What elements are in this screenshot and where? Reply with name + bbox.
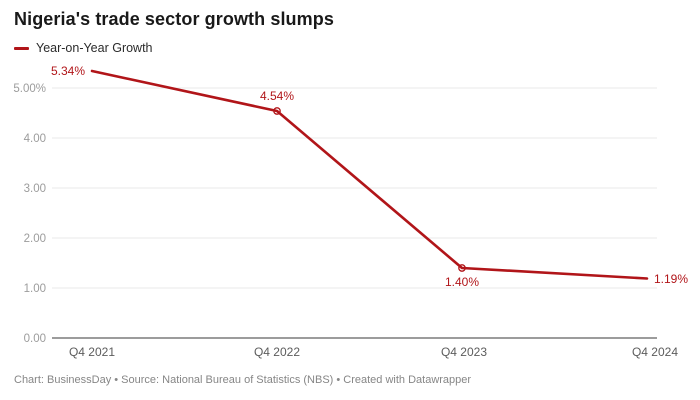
data-point-label: 1.19% [654,272,688,286]
y-axis-tick-label: 4.00 [24,133,46,145]
y-axis-tick-label: 5.00% [13,83,46,95]
y-axis-tick-label: 3.00 [24,183,46,195]
x-axis-tick-label: Q4 2024 [632,345,678,359]
data-point-label: 5.34% [51,64,85,78]
x-axis-tick-label: Q4 2022 [254,345,300,359]
legend-label: Year-on-Year Growth [36,41,153,55]
x-axis-tick-label: Q4 2021 [69,345,115,359]
chart-title: Nigeria's trade sector growth slumps [14,9,334,29]
attribution-footer: Chart: BusinessDay • Source: National Bu… [14,374,472,386]
legend-line-swatch [14,46,29,50]
growth-line-series [90,69,649,280]
x-axis-tick-label: Q4 2023 [441,345,487,359]
line-chart-plot: 0.00 1.00 2.00 3.00 4.00 5.00% Q4 2021 Q4 2022 Q… [13,64,688,359]
y-axis-tick-label: 1.00 [24,283,46,295]
y-axis-tick-label: 2.00 [24,233,46,245]
data-point-label: 1.40% [445,275,479,289]
data-point-label: 4.54% [260,89,294,103]
legend: Year-on-Year Growth [14,41,153,55]
y-axis-tick-label: 0.00 [24,333,46,345]
